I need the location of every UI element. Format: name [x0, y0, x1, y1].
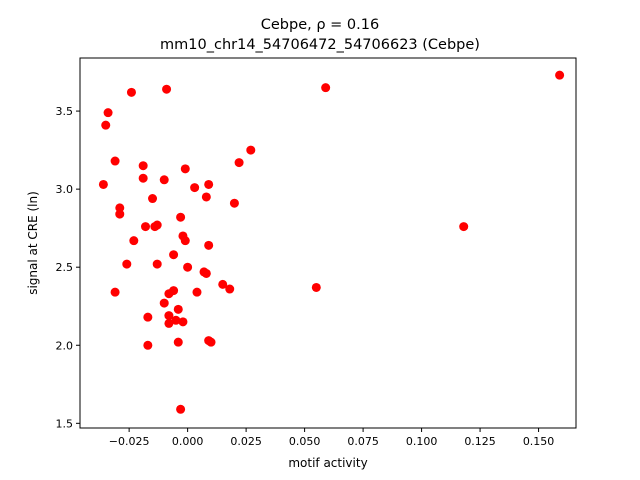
data-point-38	[225, 284, 235, 294]
data-point-10	[138, 161, 148, 171]
data-point-6	[126, 87, 136, 97]
data-point-4	[103, 108, 113, 118]
data-point-47	[164, 318, 174, 328]
y-tick-label-2: 2.5	[56, 261, 74, 274]
data-point-19	[115, 209, 125, 219]
data-point-21	[201, 192, 211, 202]
data-point-5	[101, 120, 111, 130]
data-point-42	[192, 287, 202, 297]
data-point-49	[178, 317, 188, 327]
data-points	[98, 70, 565, 414]
data-point-15	[204, 179, 214, 189]
data-point-30	[204, 240, 214, 250]
y-tick-label-0: 1.5	[56, 417, 74, 430]
x-axis-label: motif activity	[288, 456, 367, 470]
data-point-29	[180, 236, 190, 246]
data-point-12	[159, 175, 169, 185]
x-tick-label-7: 0.150	[523, 435, 555, 448]
data-point-18	[115, 203, 125, 213]
y-tick-label-3: 3.0	[56, 183, 74, 196]
data-point-11	[138, 173, 148, 183]
data-point-41	[164, 289, 174, 299]
data-point-13	[180, 164, 190, 174]
data-point-43	[159, 298, 169, 308]
x-axis-ticks: −0.025 0.000 0.025 0.050 0.075 0.100 0.125 0.15…	[109, 428, 555, 448]
data-point-8	[110, 156, 120, 166]
plot-frame	[79, 57, 577, 429]
data-point-32	[122, 259, 132, 269]
data-point-3	[311, 282, 321, 292]
data-point-50	[143, 340, 153, 350]
x-tick-label-3: 0.050	[289, 435, 321, 448]
data-point-33	[152, 259, 162, 269]
x-tick-label-1: 0.000	[172, 435, 204, 448]
data-point-25	[152, 220, 162, 230]
x-tick-label-0: −0.025	[109, 435, 150, 448]
data-point-39	[110, 287, 120, 297]
data-point-48	[171, 315, 181, 325]
chart-title-line2: mm10_chr14_54706472_54706623 (Cebpe)	[160, 37, 480, 53]
x-tick-label-5: 0.100	[406, 435, 438, 448]
data-point-2	[459, 222, 469, 232]
data-point-16	[234, 158, 244, 168]
data-point-54	[176, 404, 186, 414]
data-point-0	[555, 70, 565, 80]
x-tick-label-6: 0.125	[464, 435, 496, 448]
data-point-26	[176, 212, 186, 222]
data-point-36	[201, 268, 211, 278]
data-point-17	[246, 145, 256, 155]
data-point-46	[164, 311, 174, 321]
data-point-45	[143, 312, 153, 322]
data-point-44	[173, 304, 183, 314]
data-point-1	[321, 83, 331, 93]
y-axis-ticks: 1.5 2.0 2.5 3.0 3.5	[56, 105, 80, 430]
data-point-7	[162, 84, 172, 94]
data-point-31	[169, 250, 179, 260]
data-point-53	[206, 337, 216, 347]
data-point-22	[229, 198, 239, 208]
y-tick-label-1: 2.0	[56, 339, 74, 352]
chart-title-line1: Cebpe, ρ = 0.16	[261, 17, 379, 33]
x-tick-label-2: 0.025	[230, 435, 262, 448]
data-point-27	[129, 236, 139, 246]
y-axis-label: signal at CRE (ln)	[26, 191, 40, 295]
x-tick-label-4: 0.075	[347, 435, 379, 448]
data-point-37	[218, 279, 228, 289]
data-point-9	[98, 179, 108, 189]
data-point-51	[173, 337, 183, 347]
data-point-23	[141, 222, 151, 232]
data-point-14	[190, 183, 200, 193]
y-tick-label-4: 3.5	[56, 105, 74, 118]
data-point-34	[183, 262, 193, 272]
data-point-20	[148, 194, 158, 204]
